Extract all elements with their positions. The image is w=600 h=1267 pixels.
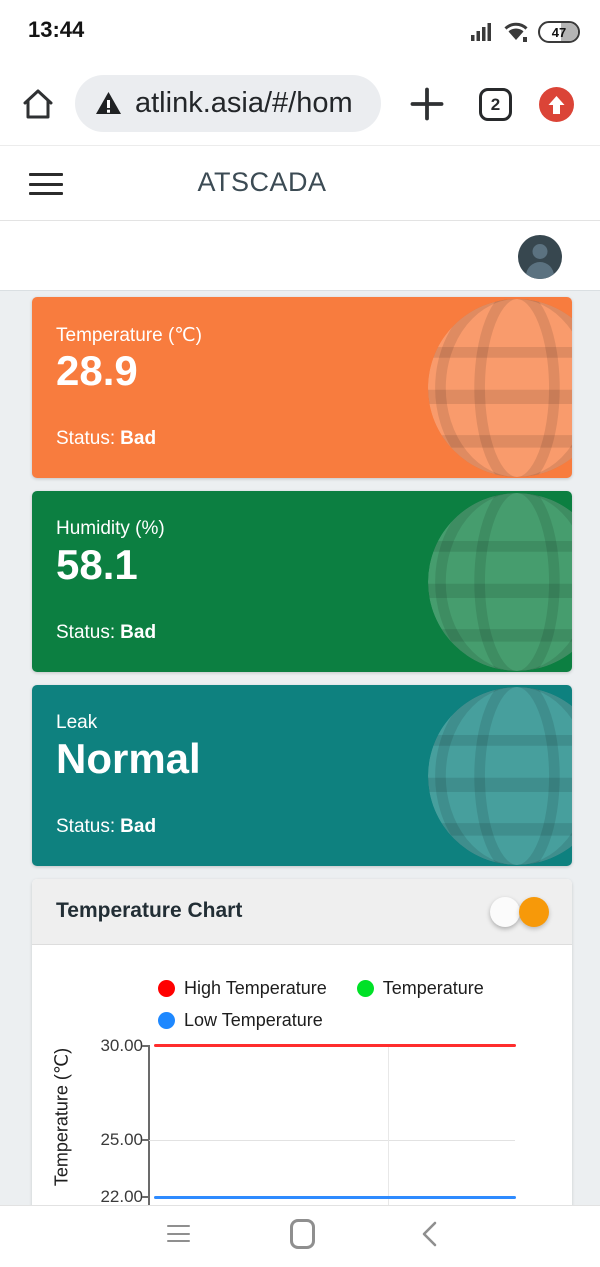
- browser-home-button[interactable]: [20, 86, 56, 122]
- card-label: Temperature (℃): [56, 325, 202, 346]
- y-tick-25: 25.00: [100, 1130, 143, 1149]
- android-nav-bar: [0, 1205, 600, 1267]
- app-title: ATSCADA: [197, 167, 327, 197]
- menu-button[interactable]: [29, 171, 63, 197]
- card-status: Status: Bad: [56, 428, 157, 449]
- legend-item-temperature[interactable]: Temperature: [356, 978, 484, 999]
- high-temperature-line: [154, 1044, 516, 1047]
- back-button[interactable]: [420, 1221, 440, 1247]
- temperature-card: Temperature (℃) 28.9 Status: Bad: [32, 297, 572, 478]
- card-status: Status: Bad: [56, 622, 157, 643]
- status-badge: Bad: [120, 622, 157, 643]
- chart-legend: High Temperature Temperature Low Tempera…: [158, 978, 558, 1031]
- wifi-icon: [504, 22, 528, 42]
- chrome-update-button[interactable]: [539, 87, 574, 122]
- legend-label: Temperature: [382, 978, 484, 998]
- leak-card: Leak Normal Status: Bad: [32, 685, 572, 866]
- y-axis-title: Temperature (℃): [51, 1047, 72, 1187]
- card-value: Normal: [56, 735, 201, 782]
- status-icons: 47: [470, 20, 580, 44]
- not-secure-warning-icon: [96, 92, 121, 114]
- new-tab-button[interactable]: [408, 83, 446, 125]
- clock: 13:44: [28, 17, 85, 42]
- browser-toolbar: atlink.asia/#/hom 2: [0, 62, 600, 146]
- chart-header: Temperature Chart: [32, 879, 572, 945]
- chart-toggle-on-button[interactable]: [519, 897, 549, 927]
- legend-item-low-temperature[interactable]: Low Temperature: [158, 1010, 323, 1031]
- globe-icon: [428, 686, 572, 865]
- tab-count: 2: [490, 94, 501, 114]
- card-value: 58.1: [56, 541, 138, 588]
- card-label: Leak: [56, 712, 98, 733]
- card-status: Status: Bad: [56, 816, 157, 837]
- avatar-person-icon: [532, 244, 548, 259]
- legend-label: Low Temperature: [184, 1010, 323, 1030]
- y-axis-line: [148, 1045, 150, 1205]
- home-button[interactable]: [290, 1219, 315, 1249]
- card-value: 28.9: [56, 347, 138, 394]
- battery-icon: 47: [538, 21, 580, 43]
- low-temperature-line: [154, 1196, 516, 1199]
- battery-fill: [560, 23, 578, 41]
- gridline-25: [149, 1140, 515, 1141]
- legend-dot-blue: [158, 1012, 175, 1029]
- y-tick-30: 30.00: [100, 1036, 143, 1055]
- legend-dot-red: [158, 980, 175, 997]
- humidity-card: Humidity (%) 58.1 Status: Bad: [32, 491, 572, 672]
- battery-percent: 47: [551, 24, 567, 40]
- avatar[interactable]: [518, 235, 562, 279]
- chart-toggle-off-button[interactable]: [490, 897, 520, 927]
- address-bar[interactable]: atlink.asia/#/hom: [75, 75, 381, 132]
- y-tick-22: 22.00: [100, 1187, 143, 1205]
- chart-plot-area: High Temperature Temperature Low Tempera…: [32, 945, 572, 1205]
- status-badge: Bad: [120, 816, 157, 837]
- signal-strength-icon: [471, 23, 491, 41]
- status-badge: Bad: [120, 428, 157, 449]
- temperature-chart-card: Temperature Chart High Temperature Tempe…: [32, 879, 572, 1205]
- dashboard-content[interactable]: Temperature (℃) 28.9 Status: Bad: [0, 291, 600, 1205]
- app-header: ATSCADA: [0, 146, 600, 221]
- globe-icon: [428, 492, 572, 671]
- globe-icon: [428, 298, 572, 477]
- legend-dot-green: [356, 980, 374, 997]
- status-bar: 13:44 47: [0, 0, 600, 62]
- chart-title: Temperature Chart: [56, 899, 243, 922]
- tab-switcher-button[interactable]: 2: [479, 88, 512, 121]
- url-text: atlink.asia/#/hom: [135, 87, 353, 119]
- legend-item-high-temperature[interactable]: High Temperature: [158, 978, 327, 999]
- user-bar: [0, 222, 600, 291]
- recents-button[interactable]: [167, 1225, 190, 1242]
- legend-label: High Temperature: [184, 978, 327, 998]
- gridline-vertical: [388, 1046, 389, 1205]
- card-label: Humidity (%): [56, 518, 165, 539]
- arrow-up-icon: [548, 95, 565, 114]
